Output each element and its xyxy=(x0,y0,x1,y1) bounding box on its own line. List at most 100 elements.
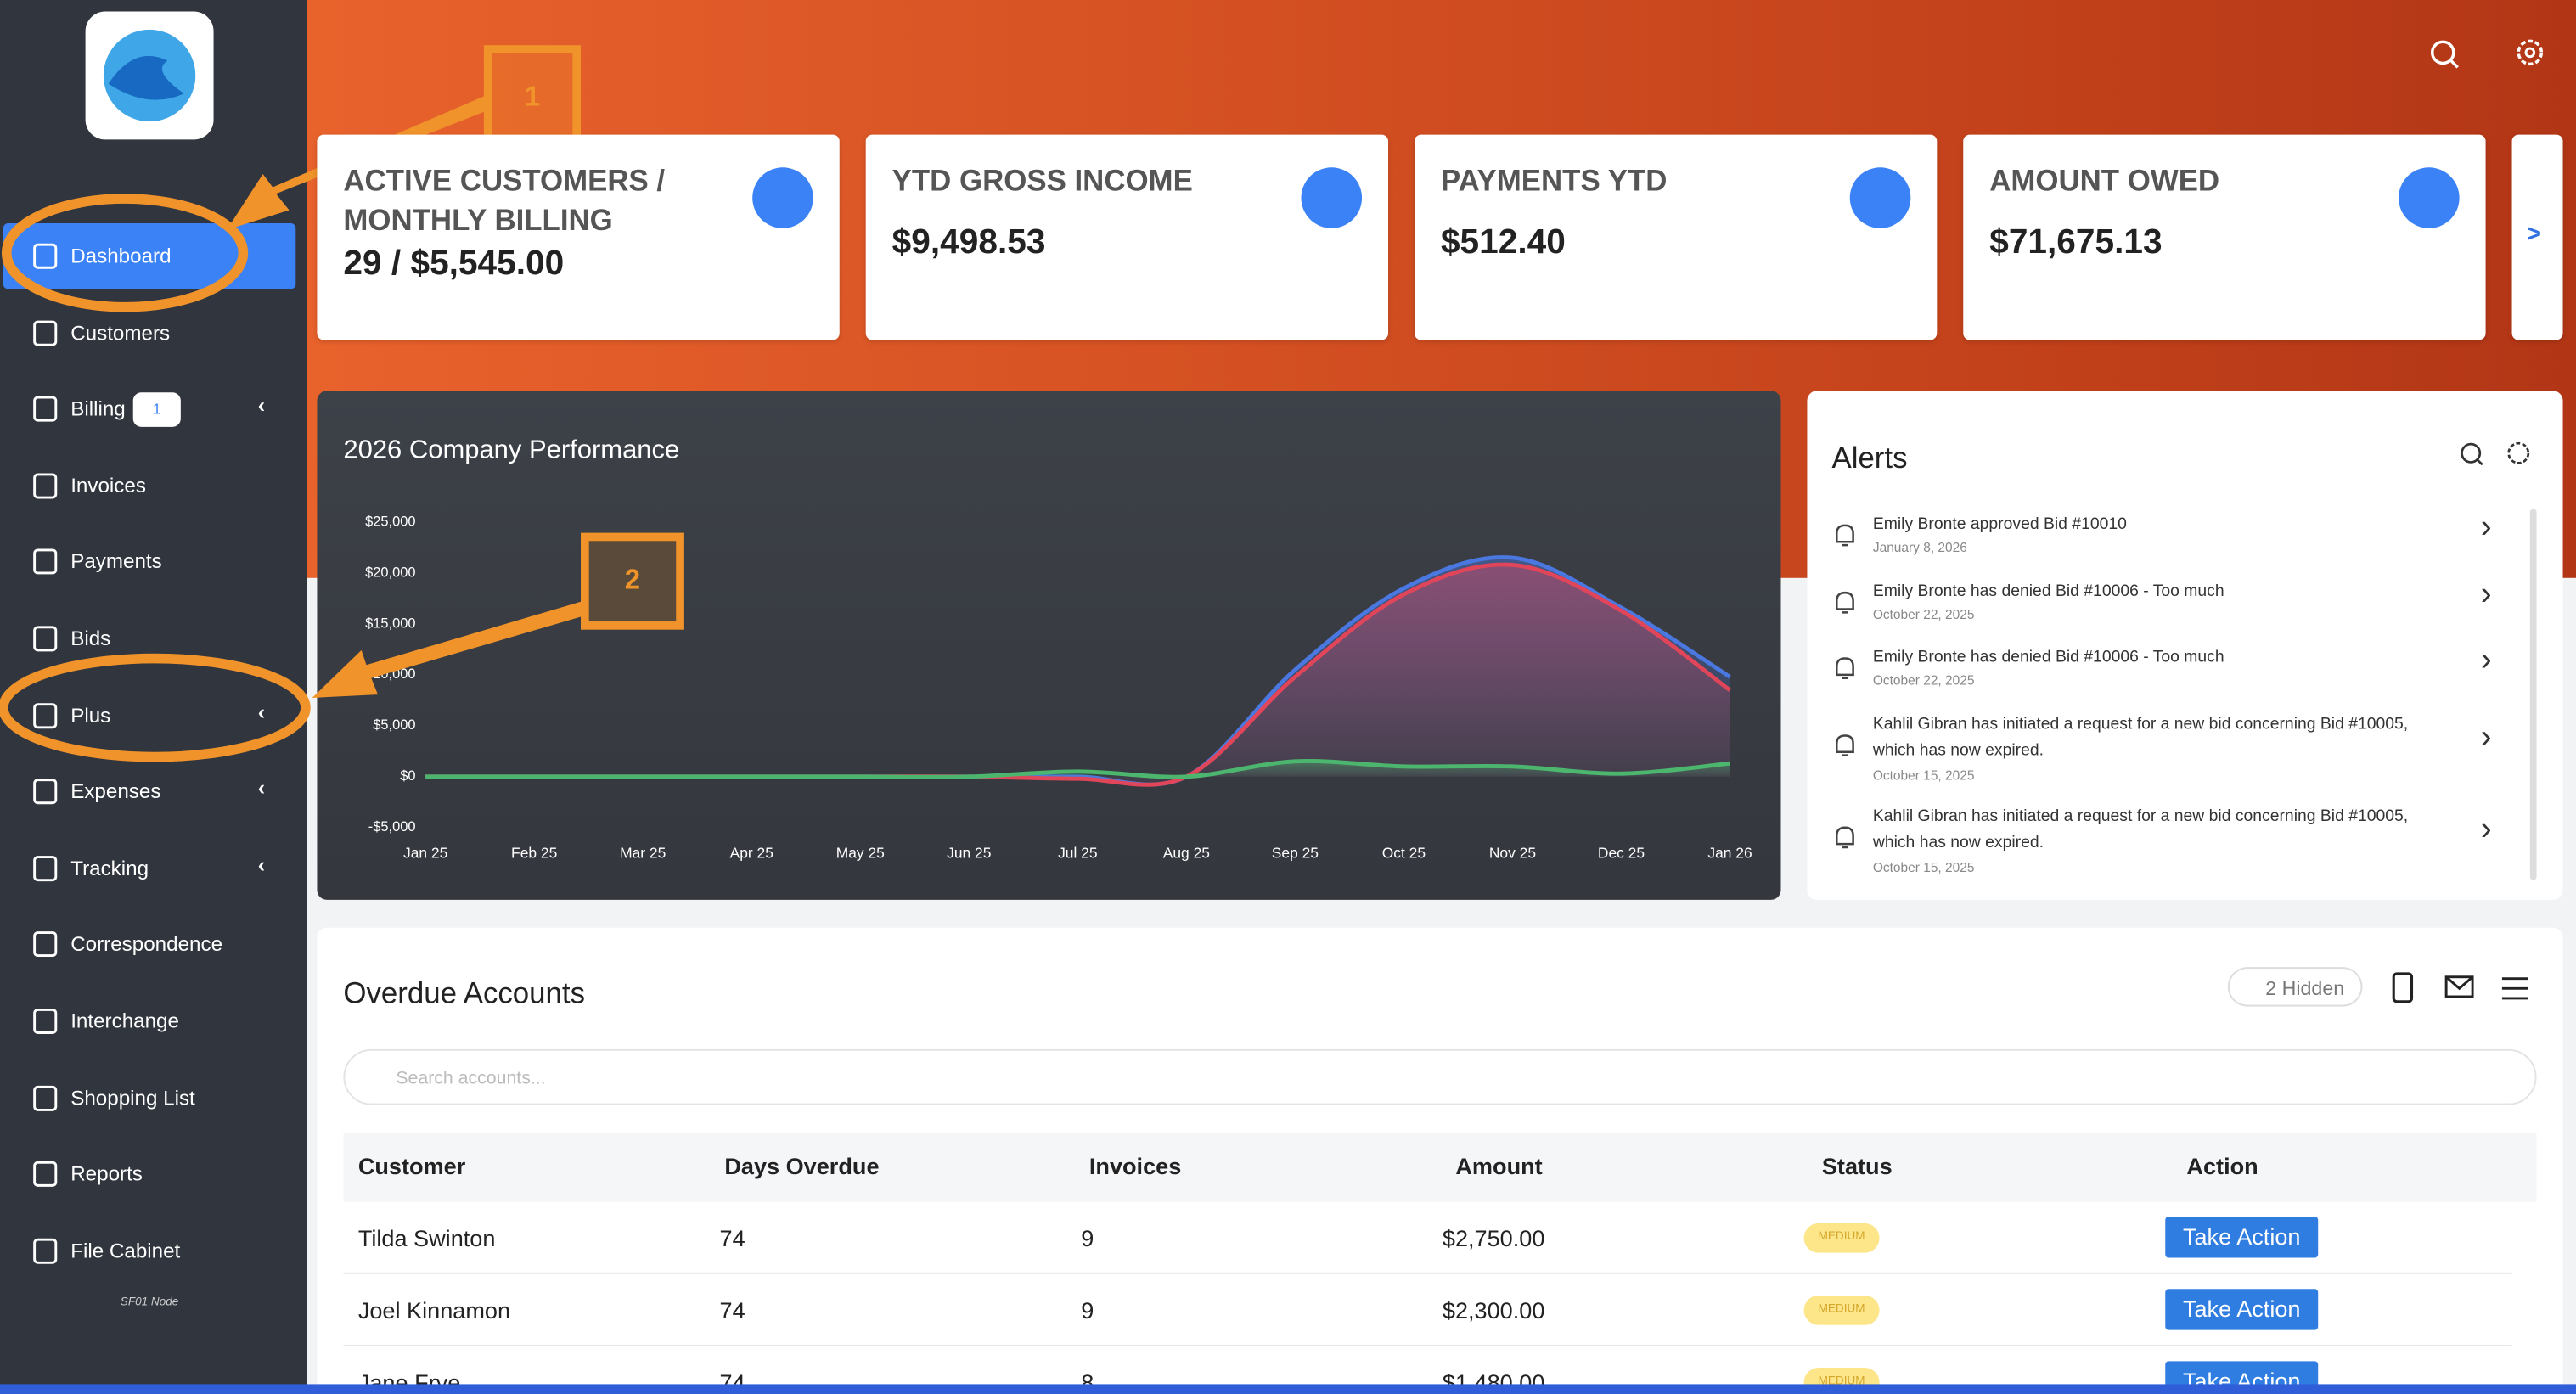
bell-icon xyxy=(1836,734,1854,756)
y-tick-label: -$5,000 xyxy=(368,819,416,835)
alert-chevron: › xyxy=(2480,576,2492,612)
nav-icon xyxy=(33,931,58,958)
alert-chevron: › xyxy=(2480,718,2492,756)
table-cell: $2,750.00 xyxy=(1442,1224,1545,1251)
nav-item[interactable]: Interchange xyxy=(3,988,295,1054)
alerts-title: Alerts xyxy=(1831,441,1908,475)
overdue-panel: Overdue Accounts 2 Hidden Search account… xyxy=(317,927,2563,1394)
nav-item[interactable]: Reports xyxy=(3,1142,295,1207)
overdue-title: Overdue Accounts xyxy=(343,976,586,1010)
icon-shape xyxy=(33,1008,58,1034)
alerts-tools[interactable] xyxy=(2458,440,2534,469)
top-icons xyxy=(2430,39,2544,69)
alert-item[interactable]: Kahlil Gibran has initiated a request fo… xyxy=(1807,804,2529,890)
status-badge: MEDIUM xyxy=(1803,1295,1880,1325)
nav-item[interactable]: Tracking ‹ xyxy=(3,835,295,901)
nav-label: Tracking xyxy=(70,857,149,880)
nav-item[interactable]: Correspondence xyxy=(3,912,295,977)
row-divider xyxy=(343,1344,2512,1346)
x-tick-label: Jul 25 xyxy=(1058,844,1097,861)
nav-icon xyxy=(33,1008,58,1034)
card-icon xyxy=(1849,167,1911,228)
icon-shape xyxy=(33,779,58,805)
logo[interactable] xyxy=(85,11,214,140)
x-tick-label: Jan 26 xyxy=(1707,844,1752,861)
nav-icon xyxy=(33,1238,58,1264)
next-arrow: > xyxy=(2526,220,2541,249)
card-value: 29 / $5,545.00 xyxy=(343,245,565,283)
column-header: Invoices xyxy=(1088,1152,1182,1179)
alert-text: Kahlil Gibran has initiated a request fo… xyxy=(1872,807,2409,852)
x-tick-label: Feb 25 xyxy=(511,844,557,861)
nav-item[interactable]: Payments xyxy=(3,530,295,595)
nav-item[interactable]: Plus ‹ xyxy=(3,683,295,748)
nav-item[interactable]: Customers xyxy=(3,300,295,365)
icon-shape xyxy=(33,473,58,499)
hidden-toggle[interactable]: 2 Hidden xyxy=(2227,967,2363,1007)
alert-text: Emily Bronte has denied Bid #10006 - Too… xyxy=(1872,582,2224,601)
chart-title: 2026 Company Performance xyxy=(343,436,680,465)
card-title: AMOUNT OWED xyxy=(1989,164,2220,198)
x-tick-label: Mar 25 xyxy=(620,844,666,861)
icon-shape xyxy=(33,396,58,422)
scrollbar[interactable] xyxy=(2529,509,2537,880)
area xyxy=(425,564,1730,785)
nav-icon xyxy=(33,549,58,576)
alert-item[interactable]: Emily Bronte has denied Bid #10006 - Too… xyxy=(1807,643,2529,707)
icon-shape xyxy=(33,702,58,728)
nav-chevron: ‹ xyxy=(257,392,266,418)
nav-label: Expenses xyxy=(70,780,161,804)
action-button[interactable]: Take Action xyxy=(2165,1217,2319,1258)
table-cell: Tilda Swinton xyxy=(357,1224,496,1251)
nav-label: Bids xyxy=(70,627,111,650)
y-tick-label: $25,000 xyxy=(365,514,415,529)
card-next[interactable]: > xyxy=(2511,134,2563,340)
nav-icon xyxy=(33,626,58,652)
nav-label: Payments xyxy=(70,550,162,574)
nav-item[interactable]: Billing 1 ‹ xyxy=(3,376,295,441)
x-tick-label: Jan 25 xyxy=(403,844,447,861)
chart: -$5,000 $0 $5,000 $10,000 $15,000 $20,000 $25,… xyxy=(365,514,1752,861)
alert-item[interactable]: Kahlil Gibran has initiated a request fo… xyxy=(1807,712,2529,798)
alert-chevron: › xyxy=(2480,509,2492,546)
nav-chevron: ‹ xyxy=(257,775,266,801)
alert-date: October 15, 2025 xyxy=(1872,860,1975,875)
nav-icon xyxy=(33,855,58,881)
nav-label: Plus xyxy=(70,703,111,727)
card-icon xyxy=(1301,167,1363,228)
action-button[interactable]: Take Action xyxy=(2165,1289,2319,1330)
nav-label: Shopping List xyxy=(70,1086,195,1110)
alert-item[interactable]: Emily Bronte has denied Bid #10006 - Too… xyxy=(1807,576,2529,641)
alert-item[interactable]: Emily Bronte approved Bid #10010 January … xyxy=(1807,509,2529,574)
nav-chevron: ‹ xyxy=(257,852,266,877)
nav-icon xyxy=(33,1161,58,1188)
card-title: YTD GROSS INCOME xyxy=(891,164,1193,198)
nav-label: Reports xyxy=(70,1162,143,1186)
nav-item[interactable]: File Cabinet xyxy=(3,1218,295,1284)
table-header xyxy=(343,1133,2537,1202)
y-tick-label: $15,000 xyxy=(365,615,415,631)
nav-badge: 1 xyxy=(132,392,181,428)
line xyxy=(425,759,1730,779)
nav-label: Interchange xyxy=(70,1009,179,1033)
stat-card: AMOUNT OWED $71,675.13 xyxy=(1963,134,2486,340)
icon-shape xyxy=(33,1085,58,1111)
card-value: $512.40 xyxy=(1440,223,1566,261)
nav-item[interactable]: Bids xyxy=(3,606,295,672)
table-tools[interactable] xyxy=(2387,970,2551,1007)
search-input[interactable]: Search accounts... xyxy=(343,1048,2537,1105)
nav-label: Customers xyxy=(70,321,171,345)
card-icon xyxy=(752,167,813,228)
table-cell: $2,300.00 xyxy=(1442,1296,1545,1324)
nav-item[interactable]: Expenses ‹ xyxy=(3,759,295,824)
nav-icon xyxy=(33,396,58,422)
icon-shape xyxy=(33,549,58,576)
x-tick-label: Aug 25 xyxy=(1163,844,1210,861)
nav-item[interactable]: Shopping List xyxy=(3,1065,295,1130)
table-cell: 74 xyxy=(719,1296,745,1324)
icon-shape xyxy=(33,319,58,346)
nav-item[interactable]: Invoices xyxy=(3,452,295,518)
y-tick-label: $20,000 xyxy=(365,565,415,580)
nav-item[interactable]: Dashboard xyxy=(3,223,296,289)
